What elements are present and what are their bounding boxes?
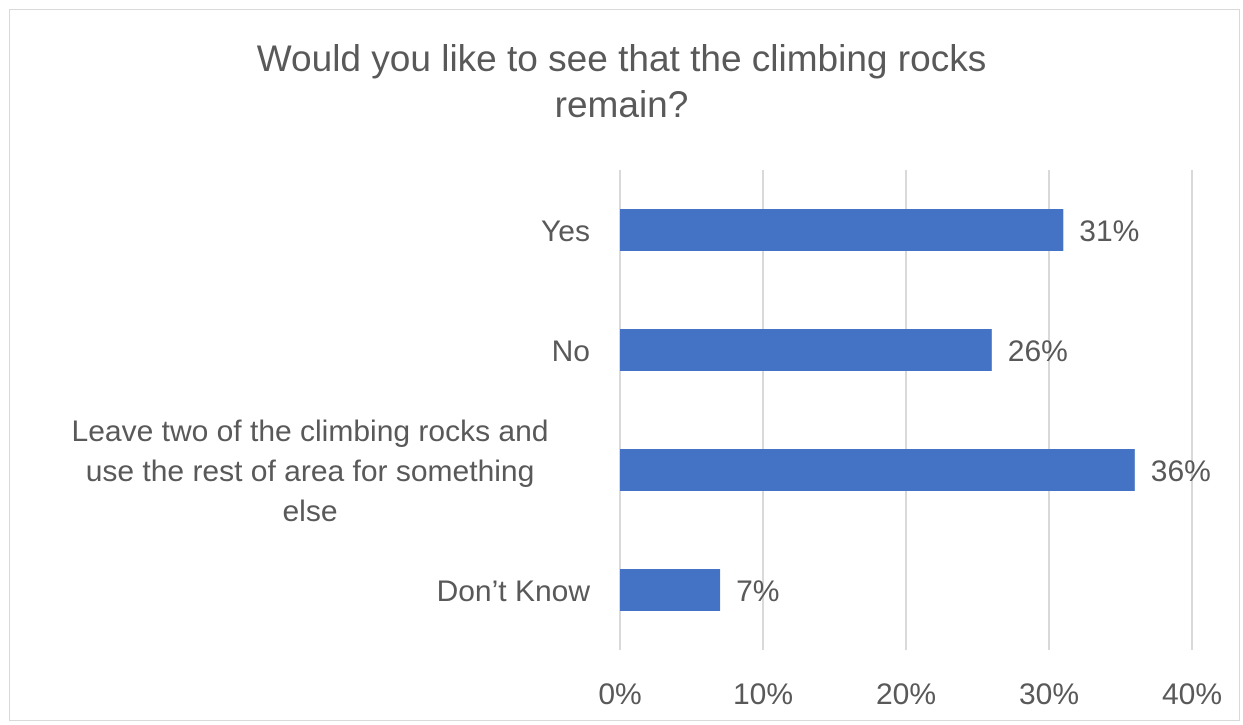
category-label: No [552,335,590,368]
x-tick-label: 10% [733,678,793,711]
data-label: 26% [1008,335,1068,368]
bars [620,209,1135,611]
data-label: 31% [1079,215,1139,248]
data-label: 7% [736,575,779,608]
chart-title: Would you like to see that the climbing … [0,36,1243,128]
data-label: 36% [1151,455,1211,488]
x-axis-tick-labels: 0% 10% 20% 30% 40% [598,678,1222,711]
bar [620,449,1135,491]
bar [620,569,721,611]
data-labels: 31% 26% 36% 7% [736,215,1211,608]
x-tick-label: 20% [876,678,936,711]
category-labels: Yes No Leave two of the climbing rocks and… [72,215,591,608]
x-tick-label: 40% [1162,678,1222,711]
chart-title-line-1: Would you like to see that the climbing … [256,38,987,79]
category-label-line: use the rest of area for something [86,455,535,488]
x-tick-label: 30% [1019,678,1079,711]
bar [620,329,992,371]
category-label-line: Leave two of the climbing rocks and [72,415,549,448]
x-tick-label: 0% [598,678,641,711]
category-label-line: else [282,495,337,528]
category-label: Leave two of the climbing rocks and use t… [72,415,549,528]
category-label: Yes [541,215,590,248]
category-label: Don’t Know [437,575,591,608]
chart-title-line-2: remain? [554,84,689,125]
bar [620,209,1064,251]
